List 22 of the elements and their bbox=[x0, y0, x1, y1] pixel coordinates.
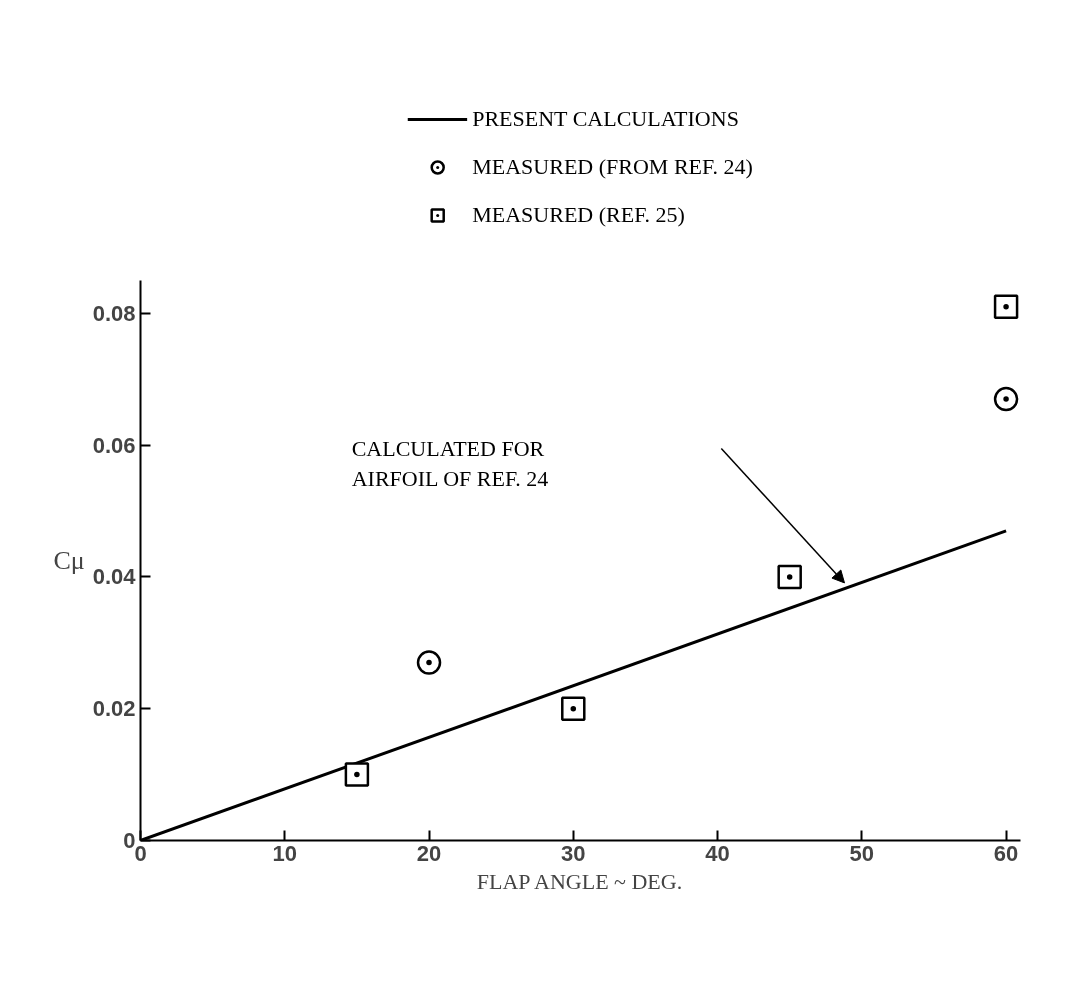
point bbox=[777, 564, 802, 590]
y-tick-label: 0.08 bbox=[92, 300, 136, 326]
legend-label: MEASURED (REF. 25) bbox=[472, 202, 685, 228]
y-axis-title: Cμ bbox=[53, 546, 85, 575]
point bbox=[416, 650, 442, 675]
point bbox=[344, 762, 370, 787]
x-tick-label: 30 bbox=[561, 840, 586, 866]
y-tick-label: 0.02 bbox=[92, 696, 136, 722]
x-axis-title: FLAP ANGLE ~ DEG. bbox=[476, 868, 683, 894]
y-tick-label: 0.06 bbox=[92, 432, 136, 458]
y-tick-label: 0.04 bbox=[92, 564, 137, 590]
legend-label: PRESENT CALCULATIONS bbox=[472, 106, 739, 132]
point bbox=[993, 294, 1019, 320]
x-tick-label: 10 bbox=[272, 840, 298, 866]
x-tick-label: 40 bbox=[705, 840, 730, 866]
x-tick-label: 60 bbox=[993, 840, 1019, 866]
x-tick-label: 50 bbox=[849, 840, 875, 866]
annotation: CALCULATED FOR AIRFOIL OF REF. 24 bbox=[351, 436, 549, 491]
point bbox=[993, 386, 1019, 412]
x-tick-label: 20 bbox=[416, 840, 442, 866]
legend-label: MEASURED (FROM REF. 24) bbox=[472, 154, 753, 180]
point bbox=[561, 696, 586, 721]
